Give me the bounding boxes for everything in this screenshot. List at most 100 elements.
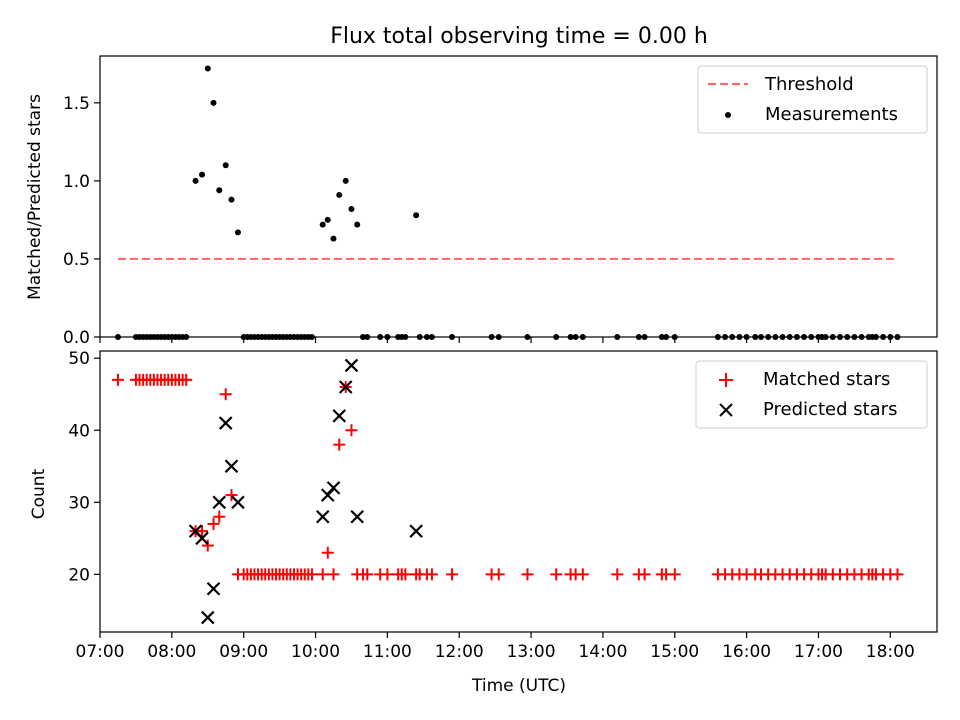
measurement-point [216,187,223,194]
measurement-point [192,177,199,184]
y-tick-label: 1.5 [63,94,90,114]
measurement-point [228,196,235,203]
legend-matched-label: Matched stars [763,369,890,390]
x-tick-label: 08:00 [147,642,196,662]
measurement-point [222,162,229,169]
matched-star-point [316,568,329,581]
x-tick-label: 11:00 [363,642,412,662]
top-axes-frame [99,55,938,338]
legend-measurements-swatch [725,112,731,118]
bottom-axes-frame [99,350,938,633]
measurement-point [336,191,343,198]
x-axis-label: Time (UTC) [471,676,566,696]
matched-star-point [305,568,318,581]
bottom-legend-box [695,360,928,429]
predicted-star-point [212,495,227,510]
predicted-star-point [338,380,353,394]
matched-star-point [219,388,232,401]
measurement-point [199,171,206,178]
measurement-point [319,221,326,228]
matched-star-point [361,568,374,581]
measurement-point [234,229,241,236]
predicted-star-point [409,524,423,538]
top-legend: Threshold Measurements [697,65,928,134]
y-tick-label: 20 [68,565,90,585]
matched-star-point [521,568,534,581]
matched-star-point [425,568,438,581]
matched-star-point [196,525,209,538]
x-tick-label: 07:00 [76,642,125,662]
matched-star-point [327,568,340,581]
top-y-axis-label: Matched/Predicted stars [25,94,45,300]
predicted-star-point [315,509,330,524]
matched-star-point [638,568,651,581]
predicted-star-point [332,409,347,423]
matched-star-point [611,568,624,581]
top-y-ticks: 0.0 0.5 1.0 1.5 [63,94,100,348]
predicted-star-point [350,509,364,524]
bottom-plot-area [111,358,904,625]
x-tick-label: 17:00 [794,642,843,662]
measurement-point [354,221,361,228]
matched-star-point [213,510,226,523]
matched-star-point [225,489,238,502]
legend-measurements-label: Measurements [765,104,898,125]
measurement-point [204,65,211,72]
x-tick-label: 15:00 [650,642,699,662]
measurement-point [324,216,331,223]
y-tick-label: 0.5 [63,250,90,270]
matched-star-point [201,539,214,552]
matched-star-point [446,568,459,581]
chart-title: Flux total observing time = 0.00 h [330,24,708,49]
x-tick-label: 13:00 [507,642,556,662]
bottom-y-axis-label: Count [29,468,49,519]
matched-star-point [111,373,124,386]
matched-star-point [180,373,193,386]
x-tick-label: 14:00 [578,642,627,662]
measurement-point [342,177,349,184]
predicted-star-point [326,481,341,495]
bottom-legend: Matched stars Predicted stars [695,360,928,429]
top-panel: Flux total observing time = 0.00 h Match… [25,24,938,348]
x-tick-label: 18:00 [866,642,915,662]
measurement-point [413,212,420,219]
matched-star-point [492,568,505,581]
matched-star-point [891,568,904,581]
x-tick-label: 10:00 [291,642,340,662]
matched-star-point [345,424,358,437]
matched-star-point [550,568,563,581]
matched-star-point [576,568,589,581]
matched-star-point [399,568,412,581]
measurement-point [210,99,217,106]
predicted-star-point [200,610,215,625]
predicted-star-point [224,459,239,474]
predicted-star-point [195,531,209,546]
matched-star-point [333,438,346,451]
matched-star-point [207,517,220,530]
bottom-y-ticks: 20 30 40 50 [68,349,100,585]
top-legend-box [697,65,928,134]
legend-matched-swatch [719,373,733,387]
predicted-star-point [206,581,221,596]
legend-predicted-label: Predicted stars [763,399,897,420]
predicted-star-point [218,416,233,430]
x-tick-label: 12:00 [435,642,484,662]
measurement-point [330,235,337,242]
predicted-star-point [344,358,359,373]
matched-star-point [381,568,394,581]
y-tick-label: 50 [68,349,90,369]
x-tick-label: 16:00 [722,642,771,662]
y-tick-label: 0.0 [63,328,90,348]
bottom-x-ticks: 07:00 08:00 09:00 10:00 11:00 12:00 13:00 14:00… [76,632,915,662]
legend-threshold-label: Threshold [764,74,854,95]
predicted-star-point [231,495,245,510]
y-tick-label: 1.0 [63,172,90,192]
bottom-panel: Count Time (UTC) 20 30 40 50 07:00 08:00 09:0… [29,349,938,696]
y-tick-label: 30 [68,493,90,513]
measurement-point [348,205,355,212]
x-tick-label: 09:00 [219,642,268,662]
matched-star-point [321,546,334,559]
legend-predicted-swatch [719,403,733,417]
top-x-ticks [99,337,891,343]
